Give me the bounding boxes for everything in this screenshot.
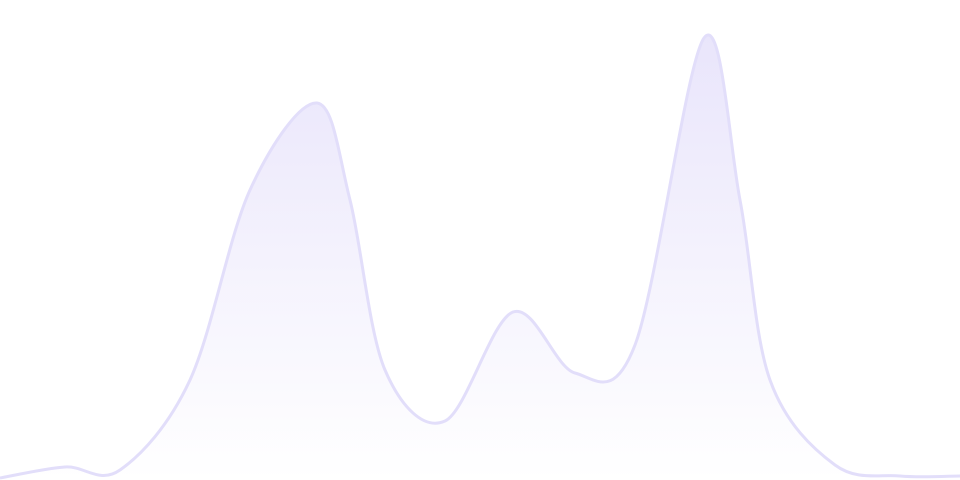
area-fill bbox=[0, 35, 960, 480]
series-line bbox=[0, 33, 960, 480]
